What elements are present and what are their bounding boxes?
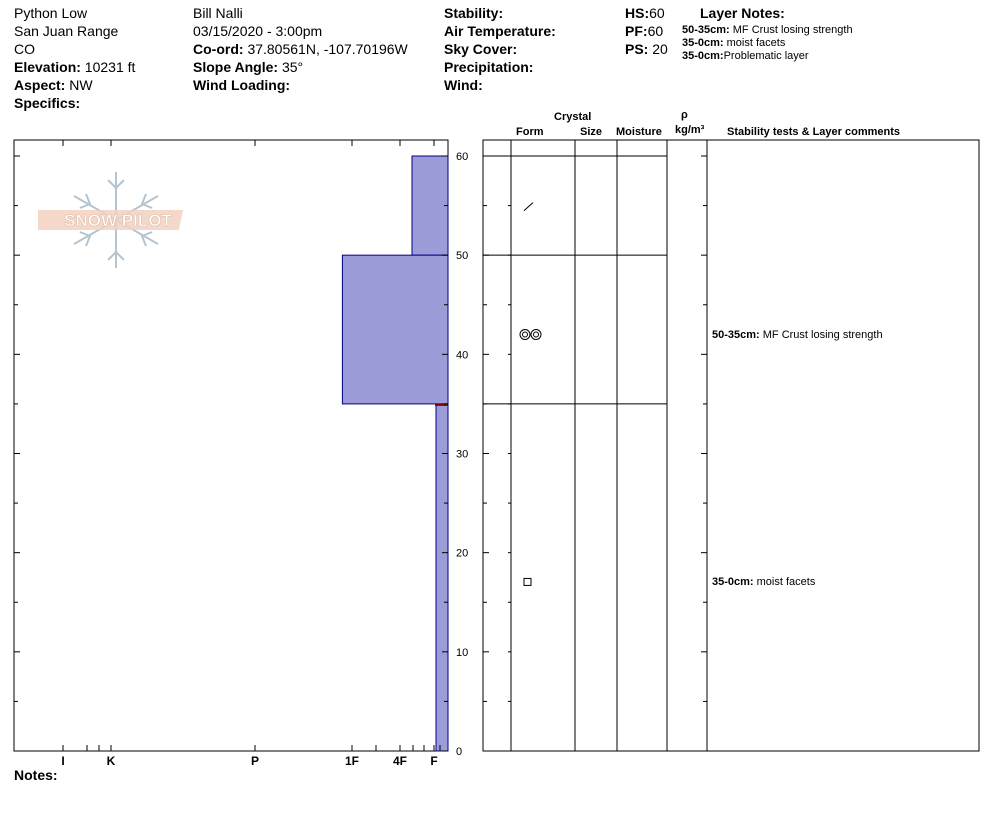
pf-value: 60 xyxy=(647,23,664,39)
ps-value: 20 xyxy=(652,41,668,57)
layer-note-text: MF Crust losing strength xyxy=(732,24,853,36)
wind-label: Wind: xyxy=(444,77,483,93)
faceted-crystal-icon xyxy=(523,577,532,586)
col-density-unit: kg/m³ xyxy=(675,124,705,136)
layer-note-range: 35-0cm: xyxy=(682,37,724,49)
hardness-tick-label: 1F xyxy=(345,754,359,768)
slope-angle: Slope Angle: 35° xyxy=(193,58,303,76)
melt-cluster-icon xyxy=(519,329,542,340)
layer-comment-text: moist facets xyxy=(756,576,816,588)
location-name: Python Low xyxy=(14,5,88,21)
aspect-value: NW xyxy=(69,77,93,93)
coordinates: Co-ord: 37.80561N, -107.70196W xyxy=(193,40,408,58)
elevation-label: Elevation: xyxy=(14,59,81,75)
layer-note-range: 35-0cm: xyxy=(682,50,724,62)
melt-circle-inner xyxy=(533,331,539,338)
layer-comment: 50-35cm: MF Crust losing strength xyxy=(712,329,883,342)
layer-comment-range: 35-0cm: xyxy=(712,576,754,588)
layer-boundaries xyxy=(483,155,667,405)
depth-ticks-middle: 0 10 20 30 40 50 60 xyxy=(456,151,707,758)
notes-label: Notes: xyxy=(14,767,58,783)
col-crystal-header: Crystal xyxy=(554,111,592,123)
layer-comment: 35-0cm: moist facets xyxy=(712,576,815,589)
depth-tick-label: 30 xyxy=(456,449,468,461)
specifics-label: Specifics: xyxy=(14,95,81,111)
pf-label: PF: xyxy=(625,23,648,39)
stability-label: Stability: xyxy=(444,5,504,21)
hardness-plot-frame xyxy=(13,139,449,752)
layer-note: 50-35cm: MF Crust losing strength xyxy=(682,24,853,37)
aspect: Aspect: NW xyxy=(14,76,93,94)
hardness-tick-label: P xyxy=(251,754,259,768)
hardness-layer-bar xyxy=(411,155,449,256)
aspect-label: Aspect: xyxy=(14,77,66,93)
hardness-layer-bar xyxy=(341,254,449,405)
decomposing-precip-icon xyxy=(523,202,534,211)
layer-note: 35-0cm: moist facets xyxy=(682,37,785,50)
precipitation-label: Precipitation: xyxy=(444,59,534,75)
col-form-header: Form xyxy=(516,126,544,138)
state-name: CO xyxy=(14,41,35,57)
snowpilot-logo: SNOW PILOT xyxy=(38,172,184,268)
depth-tick-label: 50 xyxy=(456,250,468,262)
ps-label: PS: xyxy=(625,41,649,57)
slope-label: Slope Angle: xyxy=(193,59,279,75)
hardness-tick-label: K xyxy=(107,754,116,768)
crystal-table-frame xyxy=(482,139,980,752)
layer-comment-text: MF Crust losing strength xyxy=(762,329,883,341)
hs: HS:60 xyxy=(625,4,665,22)
wind-loading-label: Wind Loading: xyxy=(193,77,291,93)
ps: PS: 20 xyxy=(625,40,668,58)
hs-value: 60 xyxy=(649,5,665,21)
col-density-symbol: ρ xyxy=(681,109,688,121)
observation-datetime: 03/15/2020 - 3:00pm xyxy=(193,23,323,39)
logo-text: SNOW PILOT xyxy=(64,211,172,230)
layer-notes-title: Layer Notes: xyxy=(700,5,785,21)
col-size-header: Size xyxy=(580,126,603,138)
layer-note-range: 50-35cm: xyxy=(682,24,730,36)
layer-note-text: Problematic layer xyxy=(723,50,809,62)
melt-circle-inner xyxy=(522,331,528,338)
crystal-form-symbols xyxy=(519,202,542,586)
coord-value: 37.80561N, -107.70196W xyxy=(247,41,408,57)
depth-tick-label: 60 xyxy=(456,151,468,163)
melt-circle xyxy=(519,329,531,340)
range-name: San Juan Range xyxy=(14,23,119,39)
slope-value: 35° xyxy=(281,59,304,75)
elevation-value: 10231 ft xyxy=(84,59,136,75)
layer-note-text: moist facets xyxy=(726,37,786,49)
melt-circle xyxy=(530,329,542,340)
depth-tick-label: 10 xyxy=(456,647,468,659)
sky-cover-label: Sky Cover: xyxy=(444,41,518,57)
layer-note: 35-0cm:Problematic layer xyxy=(682,50,809,63)
pf: PF:60 xyxy=(625,22,663,40)
col-moisture-header: Moisture xyxy=(616,126,662,138)
elevation: Elevation: 10231 ft xyxy=(14,58,135,76)
depth-tick-label: 0 xyxy=(456,746,462,758)
coord-label: Co-ord: xyxy=(193,41,244,57)
col-comments-header: Stability tests & Layer comments xyxy=(727,126,901,138)
hardness-tick-label: I xyxy=(61,754,64,768)
air-temp-label: Air Temperature: xyxy=(444,23,556,39)
layer-comment-range: 50-35cm: xyxy=(712,329,760,341)
depth-ticks-left xyxy=(14,155,448,752)
observer-name: Bill Nalli xyxy=(193,5,243,21)
hs-label: HS: xyxy=(625,5,650,21)
depth-tick-label: 40 xyxy=(456,349,468,361)
hardness-layer-bar xyxy=(435,403,449,752)
hardness-tick-label: F xyxy=(430,754,437,768)
hardness-tick-label: 4F xyxy=(393,754,407,768)
depth-tick-label: 20 xyxy=(456,548,468,560)
hardness-axis: I K P 1F 4F F xyxy=(61,140,441,768)
hardness-layers xyxy=(341,155,449,752)
